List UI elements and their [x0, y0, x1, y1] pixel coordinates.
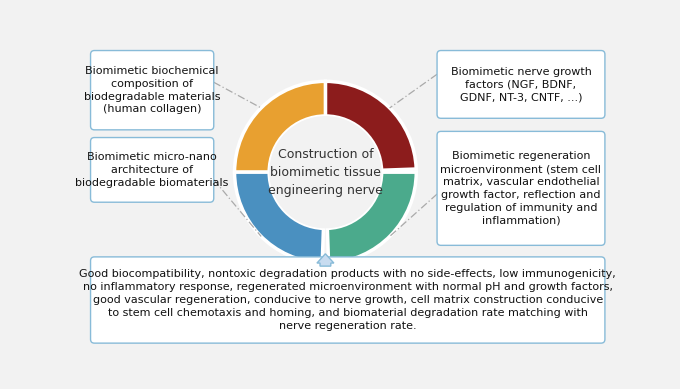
Text: Biomimetic micro-nano
architecture of
biodegradable biomaterials: Biomimetic micro-nano architecture of bi…	[75, 152, 229, 187]
Circle shape	[270, 117, 381, 228]
FancyBboxPatch shape	[90, 257, 605, 343]
Text: Construction of
biomimetic tissue
engineering nerve: Construction of biomimetic tissue engine…	[268, 148, 383, 197]
FancyBboxPatch shape	[90, 51, 214, 130]
FancyBboxPatch shape	[437, 51, 605, 118]
Text: Biomimetic biochemical
composition of
biodegradable materials
(human collagen): Biomimetic biochemical composition of bi…	[84, 66, 220, 114]
Text: Good biocompatibility, nontoxic degradation products with no side-effects, low i: Good biocompatibility, nontoxic degradat…	[80, 270, 616, 331]
FancyBboxPatch shape	[90, 138, 214, 202]
Wedge shape	[235, 172, 324, 263]
FancyArrow shape	[317, 254, 334, 266]
FancyBboxPatch shape	[437, 131, 605, 245]
Wedge shape	[235, 81, 326, 172]
Text: Biomimetic regeneration
microenvironment (stem cell
matrix, vascular endothelial: Biomimetic regeneration microenvironment…	[441, 151, 602, 225]
Wedge shape	[326, 81, 416, 170]
Text: Biomimetic nerve growth
factors (NGF, BDNF,
GDNF, NT-3, CNTF, ...): Biomimetic nerve growth factors (NGF, BD…	[451, 67, 592, 102]
Wedge shape	[327, 172, 416, 263]
